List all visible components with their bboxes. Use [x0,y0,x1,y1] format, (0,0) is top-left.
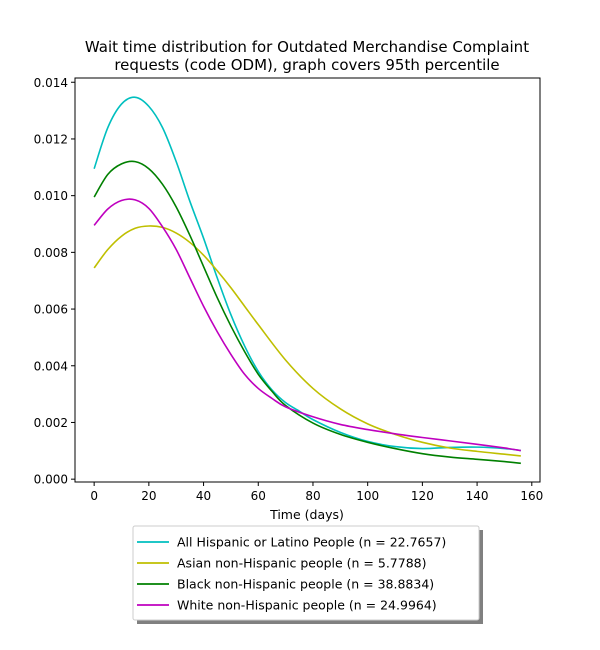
x-tick-label: 80 [305,489,320,503]
series-line-4 [93,198,521,452]
legend-entry: Black non-Hispanic people (n = 38.8834) [177,577,434,592]
y-tick-label: 0.000 [34,473,68,487]
x-tick-label: 160 [520,489,543,503]
legend-box [132,525,480,621]
chart-title-line-1: Wait time distribution for Outdated Merc… [85,38,529,56]
y-tick-label: 0.012 [34,132,68,146]
legend: All Hispanic or Latino People (n = 22.76… [132,525,483,624]
y-tick-label: 0.006 [34,303,68,317]
series-line-1 [93,96,521,452]
y-tick-label: 0.004 [34,359,68,373]
plot-frame [74,77,541,483]
legend-entry: White non-Hispanic people (n = 24.9964) [177,598,437,613]
x-axis-ticks: 0 20 40 60 80 100 120 140 160 [90,482,543,503]
y-tick-label: 0.002 [34,416,68,430]
y-tick-label: 0.014 [34,76,68,90]
y-axis-ticks: 0.000 0.002 0.004 0.006 0.008 0.010 0.012 0.014 [34,76,75,487]
x-tick-label: 40 [196,489,211,503]
y-tick-label: 0.010 [34,189,68,203]
x-tick-label: 120 [411,489,434,503]
series-line-3 [93,160,521,465]
x-tick-label: 0 [90,489,98,503]
series-layer [93,96,521,465]
chart-title-line-2: requests (code ODM), graph covers 95th p… [114,56,499,74]
x-tick-label: 60 [251,489,266,503]
y-tick-label: 0.008 [34,246,68,260]
x-tick-label: 20 [141,489,156,503]
legend-entry: All Hispanic or Latino People (n = 22.76… [177,535,446,550]
legend-entry: Asian non-Hispanic people (n = 5.7788) [177,556,427,571]
x-tick-label: 100 [356,489,379,503]
x-axis-label: Time (days) [269,507,344,522]
series-line-2 [93,225,521,457]
x-tick-label: 140 [466,489,489,503]
